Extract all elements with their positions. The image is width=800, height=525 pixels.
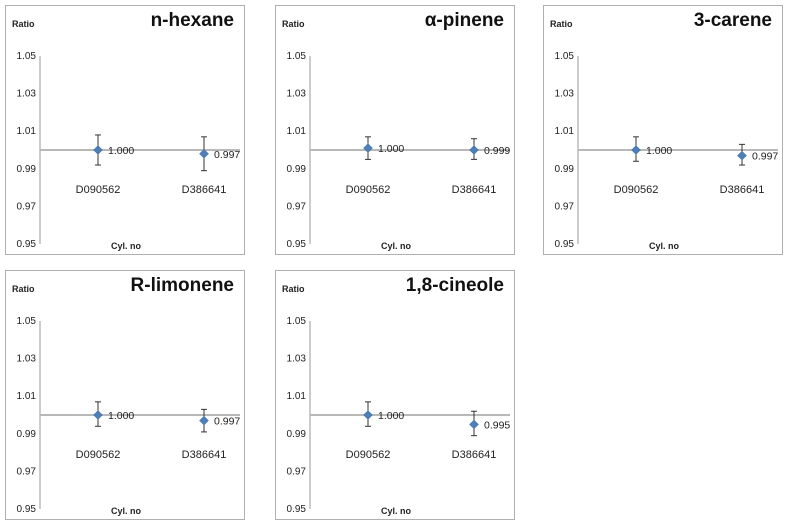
data-point: [737, 150, 747, 161]
y-tick-label: 0.95: [287, 504, 307, 515]
y-tick-label: 0.99: [17, 164, 37, 175]
y-tick-label: 0.99: [17, 429, 37, 440]
y-tick-label: 1.01: [555, 126, 575, 137]
data-label: 0.995: [484, 419, 510, 431]
data-point: [631, 145, 641, 155]
y-axis-label: Ratio: [550, 19, 573, 29]
category-label: D386641: [720, 184, 765, 196]
y-tick-label: 1.01: [17, 391, 37, 402]
y-tick-label: 0.97: [17, 466, 37, 477]
y-tick-label: 1.05: [287, 316, 307, 327]
data-label: 0.997: [214, 149, 240, 161]
data-label: 0.997: [752, 151, 778, 163]
chart-title: α-pinene: [424, 10, 504, 31]
y-tick-label: 0.95: [287, 239, 307, 250]
category-label: D090562: [614, 184, 659, 196]
chart-plot: 0.95 0.97 0.99 1.01 1.03 1.05 D090562 D386641 1.…: [555, 51, 779, 250]
data-label: 1.000: [108, 145, 134, 157]
data-label: 0.997: [214, 416, 240, 428]
data-label: 0.999: [484, 145, 510, 157]
x-axis-label: Cyl. no: [110, 241, 141, 251]
category-label: D386641: [452, 449, 497, 461]
chart-panel-1-8-cineole: 0.95 0.97 0.99 1.01 1.03 1.05 D090562 D386641 1.…: [275, 270, 515, 520]
y-tick-label: 0.95: [17, 504, 37, 515]
category-label: D090562: [76, 184, 121, 196]
y-tick-label: 0.97: [17, 201, 37, 212]
y-tick-label: 1.03: [287, 354, 307, 365]
x-axis-label: Cyl. no: [380, 241, 411, 251]
data-label: 1.000: [378, 410, 404, 422]
data-point: [363, 143, 373, 153]
x-axis-label: Cyl. no: [648, 241, 679, 251]
chart-title: n-hexane: [150, 10, 234, 31]
data-label: 1.000: [646, 145, 672, 157]
y-tick-label: 1.05: [17, 51, 37, 62]
chart-plot: 0.95 0.97 0.99 1.01 1.03 1.05 D090562 D386641 1.…: [17, 316, 241, 515]
data-point: [199, 148, 209, 159]
y-tick-label: 1.03: [17, 89, 37, 100]
chart-plot: 0.95 0.97 0.99 1.01 1.03 1.05 D090562 D386641 1.…: [287, 316, 511, 515]
y-axis-label: Ratio: [282, 284, 305, 294]
y-tick-label: 1.03: [287, 89, 307, 100]
chart-panel-3-carene: 0.95 0.97 0.99 1.01 1.03 1.05 D090562 D386641 1.…: [543, 5, 783, 255]
y-axis-label: Ratio: [12, 19, 35, 29]
chart-panel-n-hexane: 0.95 0.97 0.99 1.01 1.03 1.05 D090562 D386641 1.…: [5, 5, 245, 255]
data-point: [469, 419, 479, 430]
chart-panel-alpha-pinene: 0.95 0.97 0.99 1.01 1.03 1.05 D090562 D386641 1.…: [275, 5, 515, 255]
chart-panel-r-limonene: 0.95 0.97 0.99 1.01 1.03 1.05 D090562 D386641 1.…: [5, 270, 245, 520]
data-label: 1.000: [108, 410, 134, 422]
y-tick-label: 1.05: [287, 51, 307, 62]
chart-title: 1,8-cineole: [405, 275, 504, 296]
data-point: [93, 410, 103, 420]
chart-plot: 0.95 0.97 0.99 1.01 1.03 1.05 D090562 D386641 1.…: [17, 51, 241, 250]
data-point: [199, 415, 209, 426]
data-point: [469, 145, 479, 155]
y-tick-label: 1.03: [555, 89, 575, 100]
chart-title: R-limonene: [130, 275, 234, 296]
category-label: D386641: [452, 184, 497, 196]
y-tick-label: 1.01: [287, 126, 307, 137]
y-tick-label: 0.99: [287, 164, 307, 175]
data-point: [363, 410, 373, 420]
chart-plot: 0.95 0.97 0.99 1.01 1.03 1.05 D090562 D386641 1.…: [287, 51, 511, 250]
category-label: D090562: [76, 449, 121, 461]
y-tick-label: 1.03: [17, 354, 37, 365]
y-tick-label: 1.01: [17, 126, 37, 137]
category-label: D386641: [182, 449, 227, 461]
y-tick-label: 0.95: [17, 239, 37, 250]
y-tick-label: 0.95: [555, 239, 575, 250]
y-tick-label: 1.05: [555, 51, 575, 62]
y-tick-label: 0.97: [555, 201, 575, 212]
y-axis-label: Ratio: [12, 284, 35, 294]
data-label: 1.000: [378, 143, 404, 155]
y-tick-label: 0.97: [287, 201, 307, 212]
y-tick-label: 1.05: [17, 316, 37, 327]
y-tick-label: 0.99: [287, 429, 307, 440]
y-axis-label: Ratio: [282, 19, 305, 29]
chart-title: 3-carene: [693, 10, 772, 31]
data-point: [93, 145, 103, 155]
x-axis-label: Cyl. no: [380, 506, 411, 516]
category-label: D090562: [346, 449, 391, 461]
category-label: D090562: [346, 184, 391, 196]
x-axis-label: Cyl. no: [110, 506, 141, 516]
y-tick-label: 1.01: [287, 391, 307, 402]
category-label: D386641: [182, 184, 227, 196]
y-tick-label: 0.99: [555, 164, 575, 175]
y-tick-label: 0.97: [287, 466, 307, 477]
